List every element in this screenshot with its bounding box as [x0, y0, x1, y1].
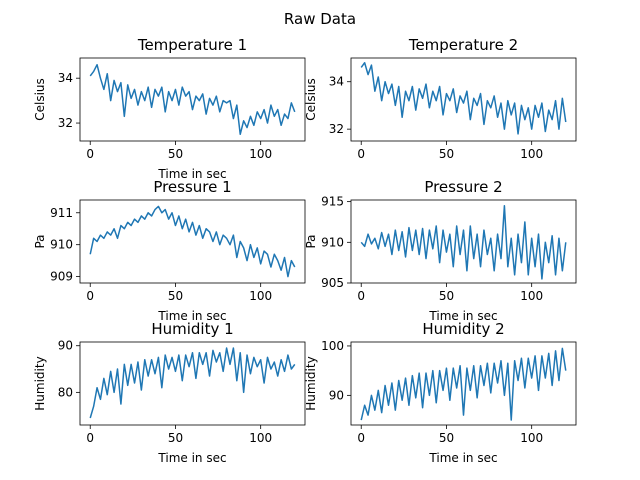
x-tick-label: 0	[357, 431, 365, 445]
x-tick-label: 50	[439, 289, 454, 303]
subplot-5: 0 50 100 80 90 Humidity 1 Time in sec Humidity	[33, 320, 306, 465]
y-axis-label: Celsius	[304, 78, 318, 121]
x-tick-label: 50	[168, 431, 183, 445]
subplot-title: Humidity 1	[151, 320, 233, 338]
series-line-1	[360, 204, 567, 280]
subplot-3: 0 50 100 909 910 911 Pressure 1 Time in sec Pa	[33, 178, 306, 323]
y-axis-label: Pa	[304, 234, 318, 248]
x-axis-label: Time in sec	[157, 167, 226, 181]
x-tick-label: 100	[249, 147, 272, 161]
subplot-title: Pressure 1	[153, 178, 231, 196]
subplot-title: Humidity 2	[422, 320, 504, 338]
series-line-1	[360, 61, 567, 135]
y-tick-label: 910	[50, 238, 73, 252]
subplot-title: Temperature 1	[137, 36, 247, 54]
x-tick-label: 100	[249, 289, 272, 303]
subplot-4: 0 50 100 905 910 915 Pressure 2 Time in sec Pa	[304, 178, 577, 323]
y-tick-label: 915	[321, 195, 344, 209]
x-tick-label: 100	[249, 431, 272, 445]
subplot-2: 0 50 100 32 34 Temperature 2 Celsius	[304, 36, 577, 161]
axes-frame	[350, 341, 577, 426]
y-axis-label: Humidity	[304, 356, 318, 410]
subplot-title: Pressure 2	[424, 178, 502, 196]
y-axis-label: Humidity	[33, 356, 47, 410]
y-tick-label: 34	[329, 75, 344, 89]
axes-frame	[79, 341, 306, 426]
y-tick-label: 90	[329, 388, 344, 402]
y-tick-label: 32	[329, 122, 344, 136]
x-tick-label: 50	[439, 147, 454, 161]
y-tick-label: 911	[50, 206, 73, 220]
x-tick-label: 100	[520, 431, 543, 445]
y-tick-label: 90	[58, 339, 73, 353]
subplot-grid: 0 50 100 32 34 Temperature 1 Time in sec Celsiu…	[33, 36, 577, 465]
series-line-1	[360, 347, 567, 421]
x-tick-label: 0	[86, 147, 94, 161]
y-tick-label: 100	[321, 339, 344, 353]
x-tick-label: 50	[168, 147, 183, 161]
x-axis-label: Time in sec	[428, 309, 497, 323]
y-tick-label: 34	[58, 71, 73, 85]
y-tick-label: 80	[58, 385, 73, 399]
axes-frame	[350, 57, 577, 142]
y-axis-label: Pa	[33, 234, 47, 248]
figure-title: Raw Data	[284, 10, 356, 28]
x-axis-label: Time in sec	[157, 309, 226, 323]
y-tick-label: 905	[321, 276, 344, 290]
x-tick-label: 100	[520, 147, 543, 161]
x-tick-label: 0	[357, 147, 365, 161]
subplot-1: 0 50 100 32 34 Temperature 1 Time in sec Celsiu…	[33, 36, 306, 181]
x-tick-label: 0	[357, 289, 365, 303]
x-axis-label: Time in sec	[157, 451, 226, 465]
x-tick-label: 0	[86, 431, 94, 445]
axes-frame	[79, 199, 306, 284]
subplot-title: Temperature 2	[408, 36, 518, 54]
series-line-1	[89, 205, 296, 278]
x-tick-label: 50	[439, 431, 454, 445]
y-tick-label: 910	[321, 235, 344, 249]
y-tick-label: 32	[58, 116, 73, 130]
y-axis-label: Celsius	[33, 78, 47, 121]
x-tick-label: 100	[520, 289, 543, 303]
series-line-1	[89, 63, 296, 136]
series-line-1	[89, 347, 296, 419]
x-axis-label: Time in sec	[428, 451, 497, 465]
y-tick-label: 909	[50, 270, 73, 284]
axes-frame	[350, 199, 577, 284]
axes-frame	[79, 57, 306, 142]
x-tick-label: 0	[86, 289, 94, 303]
subplot-6: 0 50 100 90 100 Humidity 2 Time in sec Humidity	[304, 320, 577, 465]
x-tick-label: 50	[168, 289, 183, 303]
